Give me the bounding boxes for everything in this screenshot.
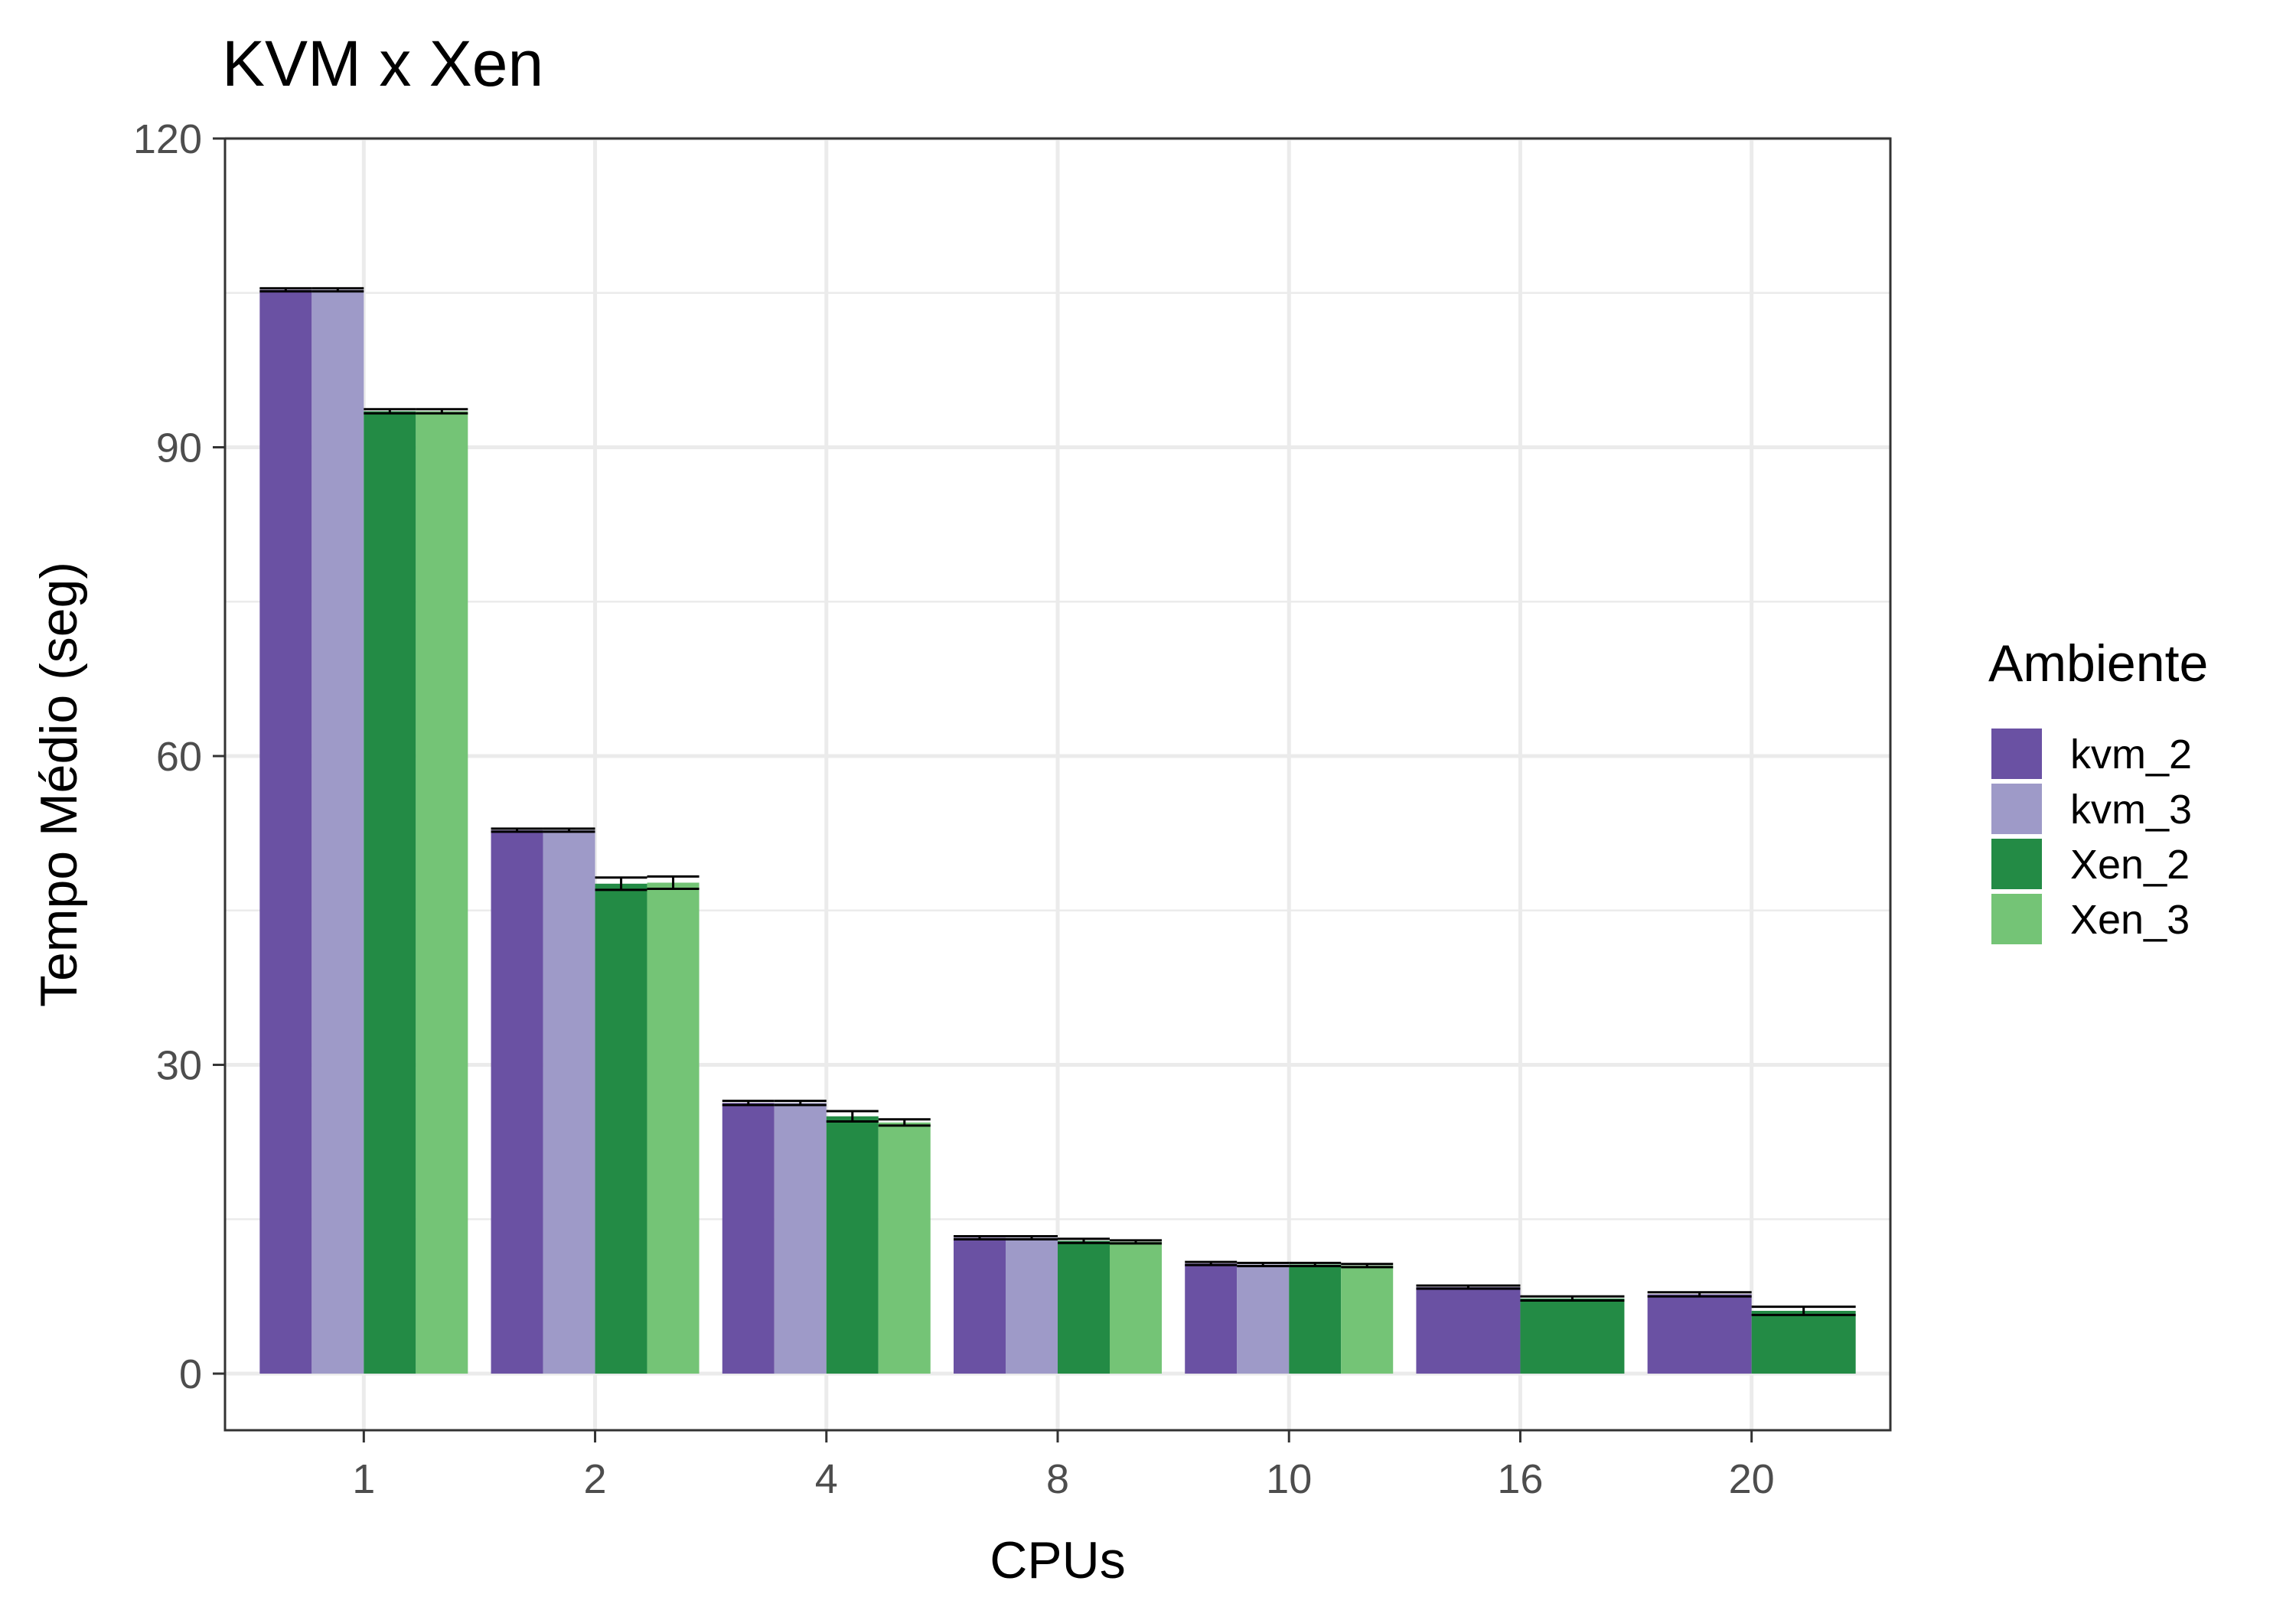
bar-Xen_2-cpu-16 bbox=[1520, 1298, 1625, 1374]
x-tick-label: 8 bbox=[1046, 1456, 1069, 1502]
x-tick-label: 1 bbox=[352, 1456, 375, 1502]
bar-kvm_2-cpu-2 bbox=[491, 830, 543, 1374]
bar-Xen_3-cpu-4 bbox=[878, 1122, 931, 1374]
legend-label-Xen_2: Xen_2 bbox=[2070, 842, 2190, 888]
legend-label-kvm_3: kvm_3 bbox=[2070, 787, 2192, 833]
bar-kvm_3-cpu-2 bbox=[543, 830, 595, 1374]
chart-title: KVM x Xen bbox=[222, 28, 543, 99]
bar-Xen_3-cpu-1 bbox=[416, 411, 468, 1374]
legend-swatch-Xen_2 bbox=[1991, 839, 2042, 889]
bar-kvm_2-cpu-4 bbox=[722, 1103, 775, 1374]
y-tick-label: 120 bbox=[133, 116, 202, 162]
bar-Xen_2-cpu-10 bbox=[1289, 1264, 1342, 1374]
bar-Xen_2-cpu-20 bbox=[1751, 1310, 1856, 1374]
x-tick-label: 16 bbox=[1497, 1456, 1543, 1502]
x-tick-label: 2 bbox=[584, 1456, 607, 1502]
x-axis: 1 2 4 8 10 16 20 bbox=[352, 1430, 1775, 1502]
bar-kvm_2-cpu-1 bbox=[259, 289, 312, 1374]
x-tick-label: 4 bbox=[815, 1456, 838, 1502]
bar-kvm_2-cpu-16 bbox=[1416, 1287, 1521, 1374]
bar-Xen_2-cpu-4 bbox=[826, 1116, 879, 1374]
bar-Xen_3-cpu-2 bbox=[647, 882, 700, 1374]
legend-swatch-kvm_2 bbox=[1991, 729, 2042, 779]
bar-Xen_2-cpu-1 bbox=[364, 411, 416, 1374]
x-tick-label: 10 bbox=[1266, 1456, 1312, 1502]
x-tick-label: 20 bbox=[1729, 1456, 1775, 1502]
legend-label-Xen_3: Xen_3 bbox=[2070, 897, 2190, 943]
bar-kvm_3-cpu-10 bbox=[1237, 1264, 1290, 1374]
y-tick-label: 90 bbox=[156, 425, 202, 471]
x-axis-title: CPUs bbox=[990, 1531, 1126, 1589]
y-axis-title: Tempo Médio (seg) bbox=[30, 562, 88, 1007]
legend-title: Ambiente bbox=[1988, 634, 2208, 693]
legend-swatch-kvm_3 bbox=[1991, 784, 2042, 834]
y-tick-label: 0 bbox=[179, 1351, 202, 1397]
y-tick-label: 30 bbox=[156, 1043, 202, 1089]
legend: Ambiente kvm_2 kvm_3 Xen_2 Xen_3 bbox=[1988, 634, 2208, 944]
y-axis: 0 30 60 90 120 bbox=[133, 116, 225, 1397]
plot-panel bbox=[223, 136, 1892, 1432]
legend-swatch-Xen_3 bbox=[1991, 894, 2042, 944]
bar-Xen_2-cpu-8 bbox=[1058, 1240, 1110, 1374]
bar-kvm_3-cpu-8 bbox=[1006, 1237, 1058, 1374]
bars bbox=[259, 289, 1856, 1374]
legend-items: kvm_2 kvm_3 Xen_2 Xen_3 bbox=[1991, 729, 2192, 944]
bar-kvm_2-cpu-10 bbox=[1185, 1263, 1238, 1374]
bar-kvm_3-cpu-1 bbox=[311, 289, 364, 1374]
bar-Xen_2-cpu-2 bbox=[595, 883, 647, 1374]
error-bars bbox=[259, 287, 1856, 1316]
y-tick-label: 60 bbox=[156, 734, 202, 780]
bar-Xen_3-cpu-8 bbox=[1110, 1241, 1162, 1374]
bar-kvm_3-cpu-4 bbox=[774, 1103, 827, 1374]
legend-label-kvm_2: kvm_2 bbox=[2070, 732, 2192, 777]
bar-kvm_2-cpu-20 bbox=[1647, 1294, 1752, 1374]
bar-kvm_2-cpu-8 bbox=[954, 1237, 1006, 1374]
bar-Xen_3-cpu-10 bbox=[1341, 1265, 1394, 1374]
